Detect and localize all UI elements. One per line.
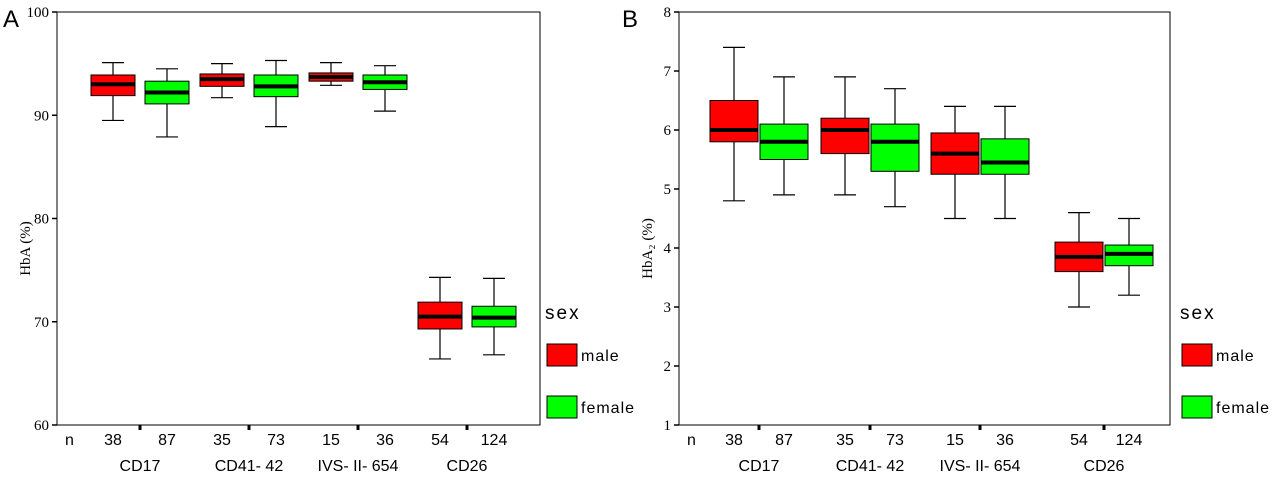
- box-male-3: [417, 276, 463, 360]
- box-female-0: [759, 76, 809, 196]
- legend-title: sex: [545, 303, 581, 324]
- y-tick-label: 70: [34, 315, 49, 331]
- legend-label-female: female: [1216, 400, 1270, 417]
- box-female-1: [253, 59, 299, 128]
- y-tick-label: 90: [34, 108, 49, 124]
- legend-label-male: male: [1216, 348, 1255, 365]
- category-label: CD17: [739, 458, 780, 475]
- n-value: 54: [431, 432, 449, 449]
- iqr-box: [709, 100, 759, 143]
- n-value: 87: [775, 432, 793, 449]
- box-female-1: [870, 88, 920, 208]
- legend-label-female: female: [581, 400, 635, 417]
- n-value: 73: [886, 432, 904, 449]
- panel-a: A 60 70 80 90 100 HbA (%) n 38 35 15 54 87 73 36 124 CD1…: [3, 5, 635, 475]
- n-value: 36: [376, 432, 394, 449]
- plot-frame: [56, 11, 541, 426]
- category-label: CD26: [447, 458, 488, 475]
- n-label: n: [687, 432, 696, 449]
- legend-title: sex: [1180, 303, 1216, 324]
- y-tick-label: 60: [34, 418, 49, 434]
- n-value: 124: [1116, 432, 1143, 449]
- box-male-1: [820, 76, 870, 196]
- y-tick-label: 8: [664, 5, 672, 21]
- n-value: 15: [322, 432, 340, 449]
- legend-label-male: male: [581, 348, 620, 365]
- n-value: 15: [946, 432, 964, 449]
- n-value: 87: [158, 432, 176, 449]
- category-label: CD17: [120, 458, 161, 475]
- box-female-2: [362, 65, 408, 112]
- n-label: n: [65, 432, 74, 449]
- n-value: 35: [213, 432, 231, 449]
- panel-label: B: [622, 6, 638, 33]
- category-label: IVS- II- 654: [940, 458, 1021, 475]
- n-value: 35: [836, 432, 854, 449]
- n-value: 54: [1070, 432, 1088, 449]
- n-value: 73: [267, 432, 285, 449]
- box-male-0: [90, 61, 136, 122]
- n-value: 38: [104, 432, 122, 449]
- y-tick-label: 5: [664, 182, 672, 198]
- box-male-0: [709, 46, 759, 202]
- box-female-3: [1104, 217, 1154, 296]
- y-tick-label: 1: [664, 418, 672, 434]
- y-tick-label: 6: [664, 123, 672, 139]
- n-value: 38: [725, 432, 743, 449]
- y-tick-label: 3: [664, 300, 672, 316]
- panel-label: A: [3, 6, 19, 33]
- category-label: CD41- 42: [215, 458, 284, 475]
- y-axis-label: HbA₂ (%): [640, 218, 656, 279]
- box-female-2: [980, 105, 1030, 220]
- box-male-1: [199, 63, 245, 99]
- y-axis-label: HbA (%): [18, 221, 34, 276]
- iqr-box: [870, 123, 920, 172]
- plot-frame: [678, 11, 1171, 426]
- category-label: CD41- 42: [836, 458, 905, 475]
- y-tick-label: 2: [664, 359, 672, 375]
- n-value: 36: [996, 432, 1014, 449]
- y-tick-label: 4: [664, 241, 672, 257]
- category-label: CD26: [1084, 458, 1125, 475]
- box-male-2: [308, 61, 354, 86]
- legend-swatch-male: [1181, 343, 1213, 367]
- iqr-box: [980, 138, 1030, 175]
- category-label: IVS- II- 654: [318, 458, 399, 475]
- legend-swatch-female: [546, 395, 578, 419]
- y-tick-label: 7: [664, 64, 672, 80]
- y-tick-label: 100: [27, 5, 50, 21]
- panel-b: B 1 2 3 4 5 6 7 8 HbA₂ (%) n 38 35 15 54 87 73 36 124 CD17 C…: [622, 5, 1270, 475]
- iqr-box: [820, 117, 870, 155]
- legend-swatch-female: [1181, 395, 1213, 419]
- box-female-3: [471, 277, 517, 356]
- box-male-2: [930, 105, 980, 220]
- y-tick-label: 80: [34, 212, 49, 228]
- legend-swatch-male: [546, 343, 578, 367]
- box-female-0: [144, 68, 190, 138]
- box-male-3: [1054, 212, 1104, 308]
- n-value: 124: [481, 432, 508, 449]
